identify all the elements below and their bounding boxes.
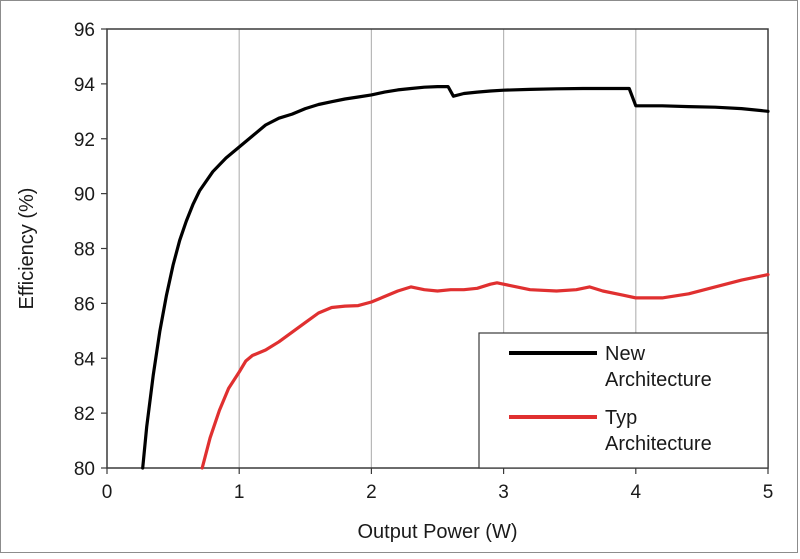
legend-label-typ-architecture: Architecture	[605, 433, 712, 455]
x-axis-title: Output Power (W)	[357, 521, 517, 543]
legend-label-new: New	[605, 343, 646, 365]
x-tick-label-5: 5	[763, 482, 774, 503]
x-tick-label-2: 2	[366, 482, 377, 503]
y-axis-ticks: 80 82 84 86 88 90 92 94 96	[74, 20, 107, 480]
series-line-new-architecture	[141, 85, 770, 470]
y-tick-label-90: 90	[74, 185, 95, 206]
y-tick-label-84: 84	[74, 349, 96, 370]
y-tick-label-88: 88	[74, 240, 95, 261]
y-tick-label-80: 80	[74, 459, 95, 480]
legend-box	[478, 332, 769, 469]
series-line-typ-architecture	[200, 273, 770, 470]
y-tick-label-82: 82	[74, 404, 95, 425]
legend-label-new-architecture: Architecture	[605, 369, 712, 391]
legend: New Architecture Typ Architecture	[478, 332, 769, 469]
x-tick-label-3: 3	[498, 482, 509, 503]
x-axis-ticks: 0 1 2 3 4 5	[102, 468, 774, 503]
x-tick-label-1: 1	[234, 482, 245, 503]
y-tick-label-96: 96	[74, 20, 95, 41]
y-tick-label-92: 92	[74, 130, 95, 151]
series-layer	[141, 85, 770, 470]
x-tick-label-4: 4	[631, 482, 642, 503]
y-tick-label-94: 94	[74, 75, 96, 96]
y-tick-label-86: 86	[74, 294, 95, 315]
x-tick-label-0: 0	[102, 482, 113, 503]
y-axis-title: Efficiency (%)	[16, 188, 38, 310]
legend-label-typ: Typ	[605, 407, 637, 429]
